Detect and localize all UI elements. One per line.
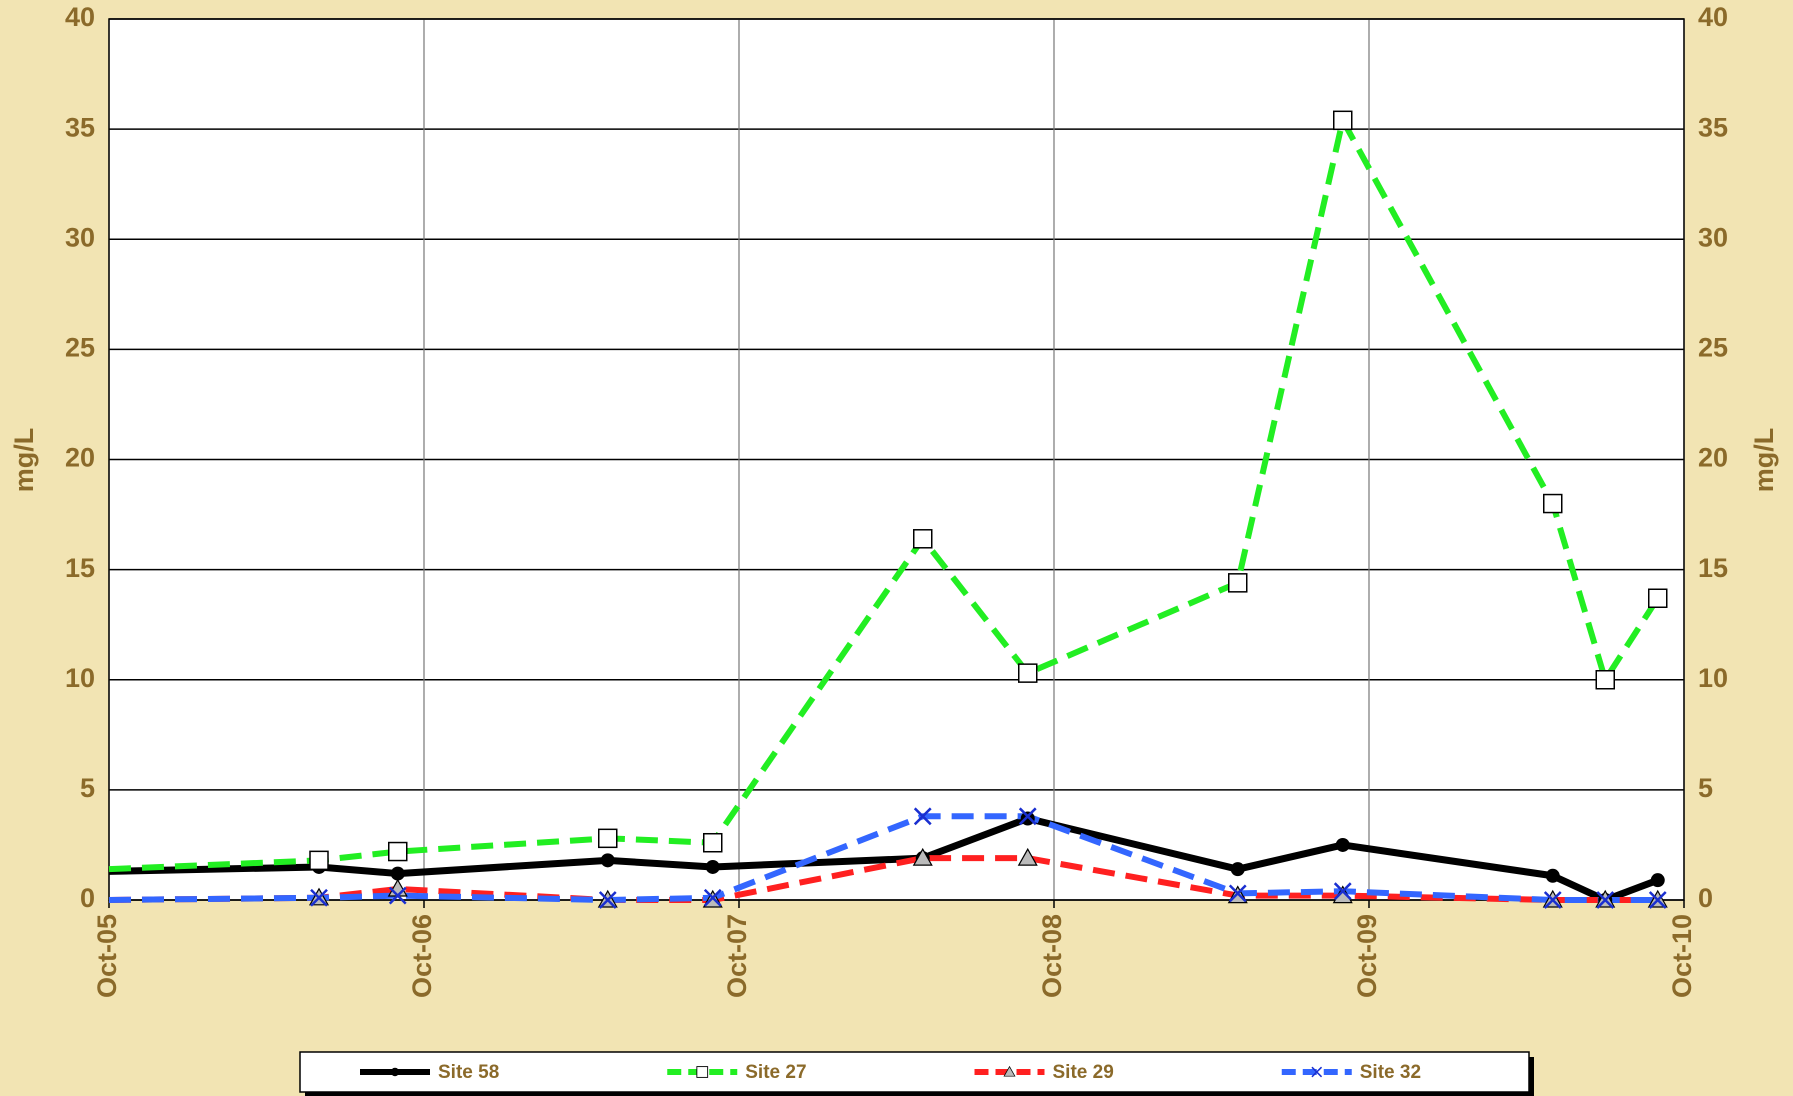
y-tick-label: 5 — [80, 773, 95, 803]
x-tick-label: Oct-06 — [407, 914, 437, 998]
y-tick-label: 10 — [65, 663, 95, 693]
point — [705, 859, 720, 874]
x-tick-label: Oct-07 — [722, 914, 752, 998]
point — [1596, 891, 1615, 909]
x-tick-label: Oct-08 — [1037, 914, 1067, 998]
point — [1017, 847, 1038, 866]
point — [1020, 811, 1035, 826]
x-tick-label: Oct-09 — [1352, 914, 1382, 998]
point — [1228, 884, 1247, 903]
legend-label: Site 27 — [745, 1062, 806, 1083]
y-tick-label: 25 — [65, 333, 95, 363]
point — [598, 891, 617, 909]
legend-label: Site 29 — [1053, 1062, 1114, 1083]
point — [598, 828, 618, 849]
legend-label: Site 58 — [438, 1062, 499, 1083]
point — [1230, 862, 1245, 877]
y2-tick-label: 20 — [1698, 443, 1728, 473]
y-tick-label: 30 — [65, 222, 95, 252]
y2-tick-label: 40 — [1698, 2, 1728, 32]
y2-tick-label: 25 — [1698, 333, 1728, 363]
y2-tick-label: 35 — [1698, 112, 1728, 142]
legend-label: Site 32 — [1360, 1062, 1421, 1083]
point — [1543, 493, 1563, 514]
point — [1595, 670, 1615, 690]
series-line — [108, 815, 1659, 904]
y2-axis-label: mg/L — [1749, 428, 1779, 493]
point — [1650, 873, 1665, 888]
legend-marker-shape — [390, 1067, 400, 1077]
legend-marker-shape — [696, 1066, 709, 1078]
y-axis-label: mg/L — [9, 428, 39, 493]
point — [1648, 891, 1667, 909]
point — [1333, 882, 1352, 901]
point — [1543, 891, 1562, 909]
point — [1333, 110, 1353, 131]
y-tick-label: 40 — [65, 2, 95, 32]
point — [1018, 663, 1038, 683]
plot-border — [108, 18, 1685, 901]
legend-marker — [1003, 1065, 1016, 1077]
point — [703, 888, 722, 907]
y2-tick-label: 10 — [1698, 663, 1728, 693]
x-tick-label: Oct-10 — [1667, 914, 1697, 998]
legend-marker — [696, 1066, 709, 1078]
point — [703, 832, 723, 853]
y-tick-label: 35 — [65, 112, 95, 142]
legend-marker — [390, 1067, 400, 1077]
point — [1335, 837, 1350, 852]
point — [913, 807, 932, 826]
y2-tick-label: 30 — [1698, 222, 1728, 252]
legend-marker-shape — [1311, 1066, 1323, 1078]
point — [1545, 868, 1560, 883]
point — [309, 850, 329, 871]
point — [1648, 588, 1668, 609]
legend-marker-shape — [1003, 1065, 1016, 1077]
series-line — [108, 117, 1661, 873]
point — [912, 847, 933, 866]
x-tick-label: Oct-05 — [92, 914, 122, 998]
point — [1228, 573, 1248, 593]
legend-marker — [1311, 1066, 1323, 1078]
y2-tick-label: 15 — [1698, 553, 1728, 583]
y-tick-label: 15 — [65, 553, 95, 583]
y-tick-label: 0 — [80, 883, 95, 913]
point — [600, 853, 615, 868]
y2-tick-label: 0 — [1698, 883, 1713, 913]
point — [390, 866, 405, 881]
y2-tick-label: 5 — [1698, 773, 1713, 803]
point — [388, 841, 408, 862]
series-line — [108, 855, 1658, 903]
y-tick-label: 20 — [65, 443, 95, 473]
point — [388, 886, 407, 905]
legend-items: Site 58 Site 27 Site 29 Site 32 — [360, 1062, 1421, 1083]
series-line — [108, 813, 1658, 903]
point — [913, 529, 933, 549]
point — [1018, 807, 1037, 826]
point — [310, 888, 328, 907]
